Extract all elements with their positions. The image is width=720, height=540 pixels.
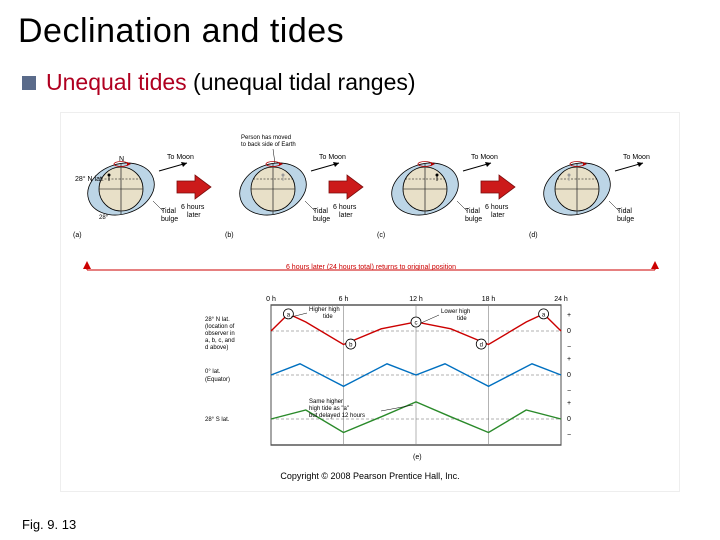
- svg-text:Higher high: Higher high: [309, 307, 340, 313]
- svg-text:6 hours: 6 hours: [181, 204, 205, 211]
- svg-text:to back side of Earth: to back side of Earth: [241, 142, 296, 148]
- svg-text:(a): (a): [73, 232, 82, 239]
- globes-row: N 28° N lat. To Moon Tidal bulge 28°: [69, 131, 673, 261]
- return-line-row: 6 hours later (24 hours total) returns t…: [69, 261, 673, 279]
- page-title: Declination and tides: [0, 0, 720, 51]
- bullet-term: Unequal tides: [46, 69, 187, 95]
- svg-text:To Moon: To Moon: [623, 154, 650, 161]
- svg-text:0: 0: [567, 416, 571, 423]
- svg-text:(c): (c): [377, 232, 385, 239]
- svg-text:0 h: 0 h: [266, 296, 276, 303]
- svg-text:0: 0: [567, 372, 571, 379]
- bullet-row: Unequal tides (unequal tidal ranges): [0, 51, 720, 96]
- svg-text:tide: tide: [457, 316, 467, 322]
- svg-text:(Equator): (Equator): [205, 377, 230, 383]
- globe-b: Person has moved to back side of Earth T…: [221, 131, 371, 251]
- svg-text:−: −: [567, 432, 571, 439]
- svg-text:(e): (e): [413, 454, 422, 461]
- tidal-chart-svg: 0 h 6 h 12 h 18 h 24 h 28° N lat. (locat…: [201, 293, 621, 463]
- globe-c-svg: To Moon Tidal bulge (c) 6 hours later: [373, 131, 523, 241]
- svg-text:bulge: bulge: [161, 216, 178, 223]
- svg-text:28° N lat.: 28° N lat.: [205, 317, 230, 323]
- svg-text:but delayed 12 hours: but delayed 12 hours: [309, 413, 365, 419]
- copyright-text: Copyright © 2008 Pearson Prentice Hall, …: [61, 471, 679, 481]
- svg-text:6 h: 6 h: [339, 296, 349, 303]
- svg-text:Tidal: Tidal: [617, 208, 632, 215]
- svg-text:28° S lat.: 28° S lat.: [205, 417, 230, 423]
- tidal-chart: 0 h 6 h 12 h 18 h 24 h 28° N lat. (locat…: [201, 293, 621, 463]
- svg-text:Tidal: Tidal: [465, 208, 480, 215]
- svg-text:To Moon: To Moon: [319, 154, 346, 161]
- globe-d: To Moon Tidal bulge (d): [525, 131, 675, 251]
- svg-text:tide: tide: [323, 314, 333, 320]
- svg-text:d: d: [480, 343, 483, 349]
- globe-c: To Moon Tidal bulge (c) 6 hours later: [373, 131, 523, 251]
- globe-a: N 28° N lat. To Moon Tidal bulge 28°: [69, 131, 219, 251]
- svg-text:later: later: [491, 212, 505, 219]
- svg-text:28° N lat.: 28° N lat.: [75, 175, 104, 183]
- svg-text:To Moon: To Moon: [167, 154, 194, 161]
- globe-a-svg: N 28° N lat. To Moon Tidal bulge 28°: [69, 131, 219, 241]
- svg-text:0° lat.: 0° lat.: [205, 369, 221, 375]
- svg-text:(d): (d): [529, 232, 538, 239]
- svg-text:+: +: [567, 356, 571, 363]
- svg-text:0: 0: [567, 328, 571, 335]
- svg-text:bulge: bulge: [617, 216, 634, 223]
- globe-d-svg: To Moon Tidal bulge (d): [525, 131, 675, 241]
- svg-text:a, b, c, and: a, b, c, and: [205, 338, 235, 344]
- return-line-text: 6 hours later (24 hours total) returns t…: [286, 264, 456, 271]
- svg-text:+: +: [567, 400, 571, 407]
- svg-text:Lower high: Lower high: [441, 309, 470, 315]
- svg-text:12 h: 12 h: [409, 296, 423, 303]
- return-arrow-svg: 6 hours later (24 hours total) returns t…: [69, 261, 673, 279]
- svg-text:6 hours: 6 hours: [485, 204, 509, 211]
- svg-text:Person has moved: Person has moved: [241, 135, 291, 141]
- svg-text:later: later: [187, 212, 201, 219]
- svg-text:c: c: [415, 321, 418, 327]
- svg-text:Tidal: Tidal: [313, 208, 328, 215]
- svg-text:Tidal: Tidal: [161, 208, 176, 215]
- svg-text:bulge: bulge: [465, 216, 482, 223]
- bullet-icon: [22, 76, 36, 90]
- figure-9-13: 6 hours later (24 hours total) returns t…: [60, 112, 680, 492]
- svg-text:later: later: [339, 212, 353, 219]
- bullet-rest: (unequal tidal ranges): [187, 69, 416, 95]
- svg-text:(location of: (location of: [205, 324, 235, 330]
- svg-text:To Moon: To Moon: [471, 154, 498, 161]
- svg-text:Same higher: Same higher: [309, 399, 343, 405]
- svg-text:18 h: 18 h: [482, 296, 496, 303]
- figure-reference: Fig. 9. 13: [22, 517, 76, 532]
- svg-text:+: +: [567, 312, 571, 319]
- svg-text:observer in: observer in: [205, 331, 235, 337]
- globe-b-svg: Person has moved to back side of Earth T…: [221, 131, 371, 241]
- svg-text:−: −: [567, 388, 571, 395]
- svg-text:−: −: [567, 344, 571, 351]
- svg-text:d above): d above): [205, 345, 228, 351]
- svg-text:high tide as "a": high tide as "a": [309, 406, 349, 412]
- bullet-text: Unequal tides (unequal tidal ranges): [46, 69, 416, 96]
- svg-text:28°: 28°: [99, 215, 109, 221]
- svg-text:24 h: 24 h: [554, 296, 568, 303]
- svg-text:bulge: bulge: [313, 216, 330, 223]
- svg-text:(b): (b): [225, 232, 234, 239]
- svg-text:6 hours: 6 hours: [333, 204, 357, 211]
